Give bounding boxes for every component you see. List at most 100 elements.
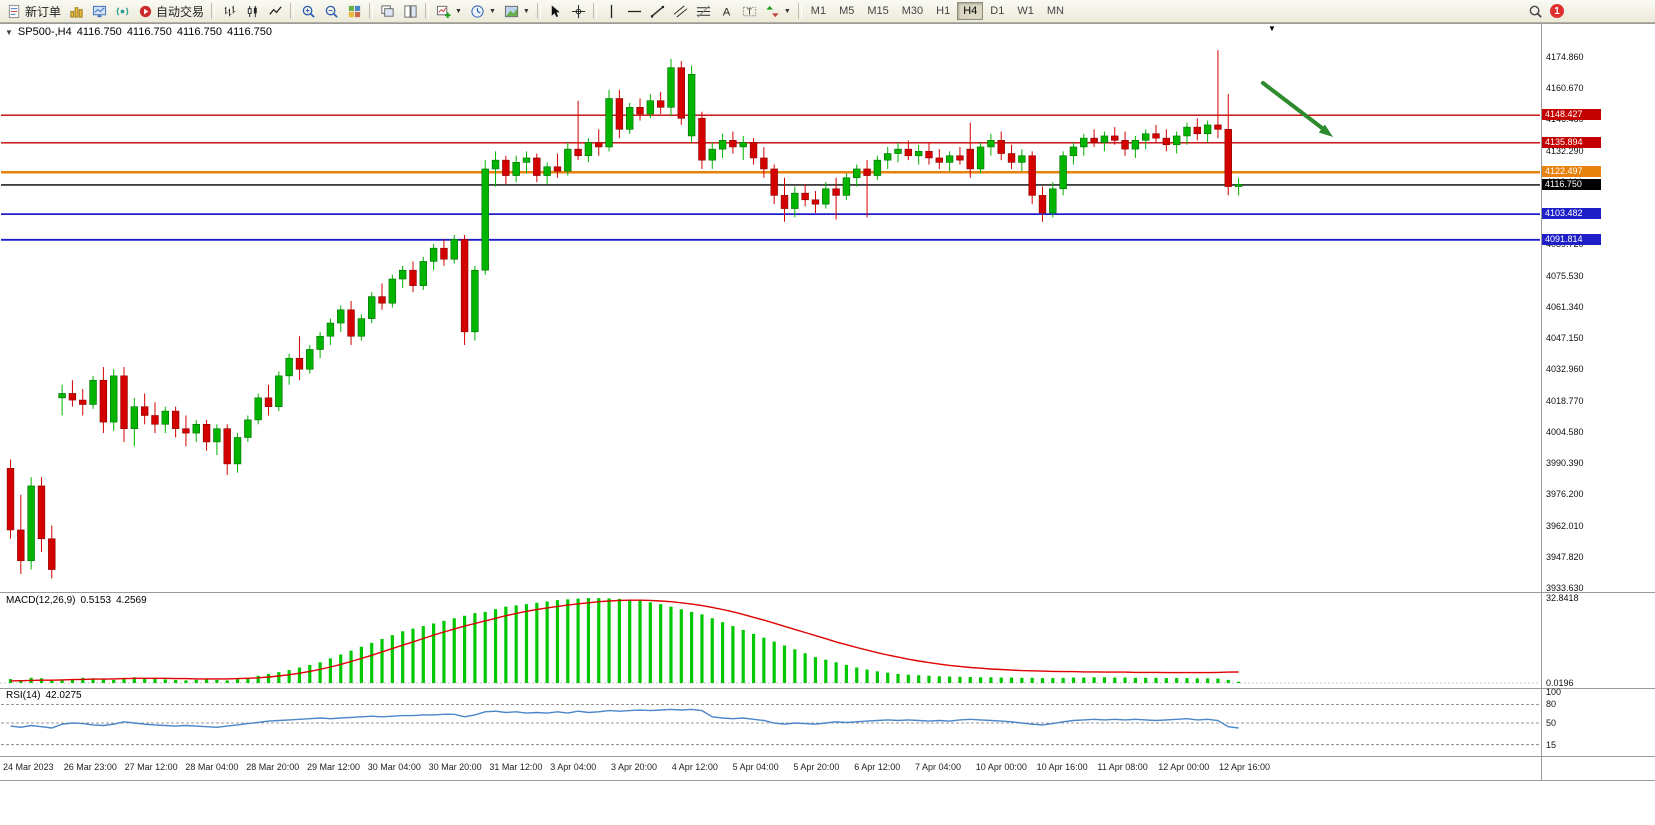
high-value: 4116.750 xyxy=(126,26,172,38)
date-label: 3 Apr 20:00 xyxy=(611,762,658,772)
open-value: 4116.750 xyxy=(76,26,122,38)
date-label: 5 Apr 20:00 xyxy=(793,762,840,772)
tile-windows-icon xyxy=(348,5,361,17)
timeframe-group: M1 M5 M15 M30 H1 H4 D1 W1 MN xyxy=(805,2,1070,20)
timeframe-button-h4[interactable]: H4 xyxy=(957,2,984,20)
horizontal-line-icon xyxy=(627,10,641,12)
toolbar-separator xyxy=(797,3,802,19)
price-level-badge: 4091.814 xyxy=(1542,233,1601,245)
charts-button[interactable] xyxy=(65,2,88,21)
date-label: 6 Apr 12:00 xyxy=(854,762,901,772)
timeframe-button-d1[interactable]: D1 xyxy=(984,2,1010,20)
svg-text:T: T xyxy=(747,6,752,16)
line-chart-icon xyxy=(269,5,282,15)
price-level-badge: 4135.894 xyxy=(1542,136,1601,148)
rsi-pane xyxy=(1,704,1540,746)
symbol-period-label: SP500-,H4 xyxy=(17,26,72,38)
fibonacci-tool-button[interactable] xyxy=(692,2,715,21)
price-tick: 4061.340 xyxy=(1546,301,1584,312)
price-level-lines[interactable] xyxy=(1,114,1540,241)
arrows-tool-button[interactable]: ▼ xyxy=(761,2,795,21)
macd-name: MACD(12,26,9) xyxy=(6,595,76,606)
crosshair-tool-button[interactable] xyxy=(567,2,590,21)
trendline-tool-button[interactable] xyxy=(646,2,669,21)
label-tool-button[interactable]: T xyxy=(738,2,761,21)
fibonacci-icon xyxy=(696,5,710,17)
date-label: 28 Mar 20:00 xyxy=(246,762,300,772)
horizontal-line-tool-button[interactable] xyxy=(623,2,646,21)
price-tick: 4174.860 xyxy=(1546,52,1584,62)
notification-count: 1 xyxy=(1554,5,1560,17)
macd-signal-line xyxy=(10,599,1239,682)
price-level-badge: 4103.482 xyxy=(1542,208,1601,220)
zoom-in-button[interactable] xyxy=(297,2,320,21)
low-value: 4116.750 xyxy=(176,26,222,38)
timeframe-button-mn[interactable]: MN xyxy=(1041,2,1070,20)
rsi-line xyxy=(10,708,1239,729)
price-tick: 3990.390 xyxy=(1546,458,1584,469)
candlestick-series xyxy=(6,50,1243,579)
periods-button[interactable]: ▼ xyxy=(466,2,500,21)
arrange-windows-button[interactable] xyxy=(399,2,422,21)
timeframe-button-w1[interactable]: W1 xyxy=(1011,2,1040,20)
line-chart-button[interactable] xyxy=(264,2,287,21)
toolbar-separator xyxy=(211,3,216,19)
signals-button[interactable] xyxy=(111,2,134,21)
rsi-value: 42.0275 xyxy=(45,690,82,701)
search-icon[interactable] xyxy=(1528,4,1543,19)
new-order-button[interactable]: 新订单 xyxy=(3,2,65,21)
chevron-down-icon: ▼ xyxy=(455,7,462,15)
notification-badge[interactable]: 1 xyxy=(1550,4,1564,18)
close-value: 4116.750 xyxy=(226,26,273,38)
price-tick: 4047.150 xyxy=(1546,333,1584,344)
timeframe-button-m30[interactable]: M30 xyxy=(896,2,929,20)
autotrade-button[interactable]: 自动交易 xyxy=(134,2,208,21)
date-label: 5 Apr 04:00 xyxy=(732,762,779,772)
date-label: 31 Mar 12:00 xyxy=(489,762,543,772)
date-label: 3 Apr 04:00 xyxy=(550,762,597,772)
new-chart-icon xyxy=(436,5,451,18)
new-order-label: 新订单 xyxy=(25,4,62,19)
price-tick: 4075.530 xyxy=(1546,270,1584,281)
chart-bars-icon xyxy=(70,6,83,18)
new-chart-button[interactable]: ▼ xyxy=(432,2,466,21)
template-icon xyxy=(504,5,518,17)
cascade-windows-button[interactable] xyxy=(376,2,399,21)
zoom-out-button[interactable] xyxy=(320,2,343,21)
chevron-down-icon: ▼ xyxy=(522,7,530,15)
market-watch-button[interactable] xyxy=(88,2,111,21)
candlestick-chart-button[interactable] xyxy=(241,2,264,21)
cursor-tool-button[interactable] xyxy=(544,2,567,21)
timeframe-button-m5[interactable]: M5 xyxy=(833,2,860,20)
annotation-arrow[interactable] xyxy=(1261,81,1333,137)
rsi-axis-label: 50 xyxy=(1546,718,1557,728)
date-label: 29 Mar 12:00 xyxy=(307,762,361,772)
price-axis: 4174.8604160.6704146.4804132.2904118.100… xyxy=(1542,24,1654,782)
tile-windows-button[interactable] xyxy=(343,2,366,21)
cascade-windows-icon xyxy=(381,4,394,17)
templates-button[interactable]: ▼ xyxy=(500,2,534,21)
date-label: 27 Mar 12:00 xyxy=(124,762,178,772)
panel-separators[interactable] xyxy=(0,23,1655,781)
vertical-line-icon xyxy=(610,4,612,18)
price-level-badge: 4148.427 xyxy=(1542,109,1601,121)
signals-icon xyxy=(116,6,129,16)
price-tick: 3962.010 xyxy=(1546,520,1584,531)
timeframe-button-h1[interactable]: H1 xyxy=(930,2,956,20)
price-tick: 3933.630 xyxy=(1546,582,1584,593)
timeframe-button-m1[interactable]: M1 xyxy=(805,2,832,20)
timeframe-button-m15[interactable]: M15 xyxy=(861,2,894,20)
bar-chart-button[interactable] xyxy=(218,2,241,21)
new-order-icon xyxy=(8,4,20,18)
text-tool-button[interactable]: A xyxy=(715,2,738,21)
chart-shift-marker-icon[interactable]: ▼ xyxy=(1268,24,1276,33)
toolbar-separator xyxy=(369,3,374,19)
toolbar-separator xyxy=(536,3,541,19)
channel-tool-button[interactable] xyxy=(669,2,692,21)
vertical-line-tool-button[interactable] xyxy=(600,2,623,21)
collapse-triangle-icon[interactable]: ▼ xyxy=(5,27,13,37)
toolbar-separator xyxy=(592,3,597,19)
chevron-down-icon: ▼ xyxy=(783,7,791,15)
date-label: 12 Apr 16:00 xyxy=(1219,762,1271,772)
